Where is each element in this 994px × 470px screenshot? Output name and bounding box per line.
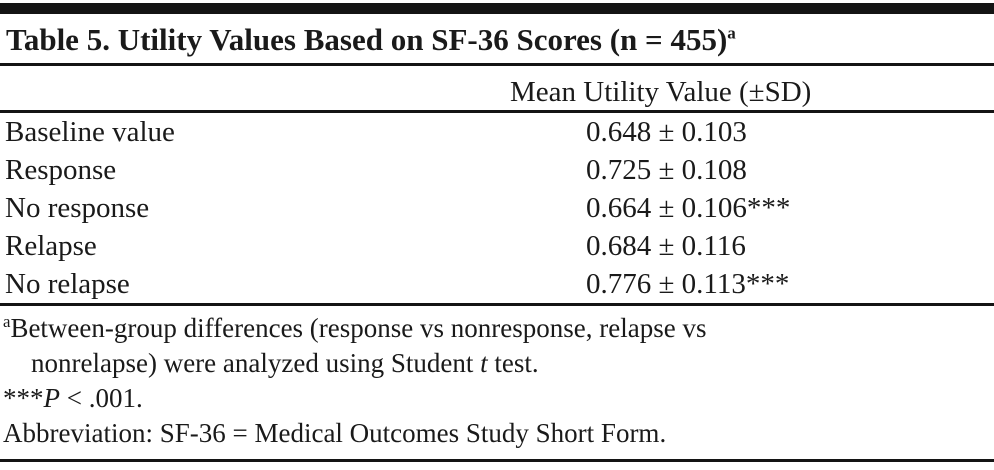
- table-title-text: Table 5. Utility Values Based on SF-36 S…: [6, 22, 728, 57]
- column-header-mean-utility-value: Mean Utility Value (±SD): [510, 76, 812, 108]
- table-row: Baseline value 0.648 ± 0.103: [0, 113, 994, 151]
- horizontal-rule-under-header: [0, 110, 994, 113]
- row-value: 0.776 ± 0.113***: [586, 265, 994, 303]
- table-header-row: Mean Utility Value (±SD): [0, 66, 994, 110]
- row-label: Relapse: [5, 230, 97, 262]
- horizontal-rule-under-body: [0, 303, 994, 306]
- table-title: Table 5. Utility Values Based on SF-36 S…: [0, 14, 994, 63]
- significance-stars: ***: [745, 268, 790, 300]
- table-row: Relapse 0.684 ± 0.116: [0, 227, 994, 265]
- table-row: No response 0.664 ± 0.106***: [0, 189, 994, 227]
- row-value-number: 0.664 ± 0.106: [586, 192, 747, 224]
- row-label: No response: [5, 192, 150, 224]
- table-bottom-rule: [0, 459, 994, 462]
- table-top-border-bar: [0, 3, 994, 14]
- row-value-number: 0.648 ± 0.103: [586, 116, 747, 148]
- row-value: 0.664 ± 0.106***: [586, 189, 994, 227]
- footnotes: aBetween-group differences (response vs …: [0, 306, 994, 451]
- footnote: aBetween-group differences (response vs …: [3, 312, 707, 378]
- significance-stars: ***: [746, 192, 791, 224]
- table-row: No relapse 0.776 ± 0.113***: [0, 265, 994, 303]
- row-value: 0.684 ± 0.116: [586, 227, 994, 265]
- row-value-number: 0.684 ± 0.116: [586, 230, 746, 262]
- row-value: 0.725 ± 0.108: [586, 151, 994, 189]
- row-label: Response: [5, 154, 117, 186]
- horizontal-rule-under-title: [0, 63, 994, 66]
- row-value: 0.648 ± 0.103: [586, 113, 994, 151]
- table-row: Response 0.725 ± 0.108: [0, 151, 994, 189]
- footnote: Abbreviation: SF-36 = Medical Outcomes S…: [3, 418, 667, 448]
- row-value-number: 0.776 ± 0.113: [586, 268, 746, 300]
- row-label: No relapse: [5, 268, 130, 300]
- footnote: ***P < .001.: [3, 383, 143, 413]
- table-body: Baseline value 0.648 ± 0.103 Response 0.…: [0, 113, 994, 303]
- row-label: Baseline value: [5, 116, 175, 148]
- table-title-superscript: a: [727, 23, 736, 43]
- row-value-number: 0.725 ± 0.108: [586, 154, 747, 186]
